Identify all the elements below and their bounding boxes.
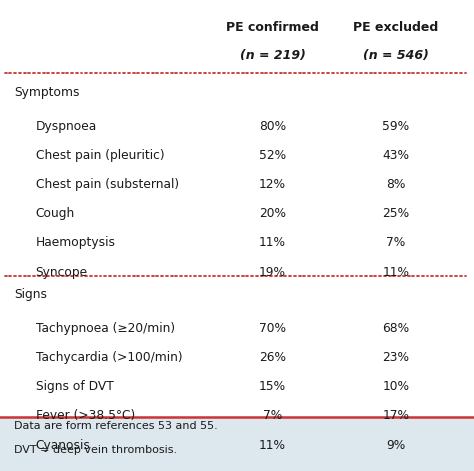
Text: 25%: 25% [382,207,410,220]
Text: 12%: 12% [259,178,286,191]
Text: Chest pain (pleuritic): Chest pain (pleuritic) [36,149,164,162]
Text: 80%: 80% [259,120,286,133]
Text: 68%: 68% [382,322,410,335]
Text: Chest pain (substernal): Chest pain (substernal) [36,178,179,191]
Text: 59%: 59% [382,120,410,133]
Text: Signs: Signs [14,288,47,301]
Text: 15%: 15% [259,380,286,393]
Text: PE excluded: PE excluded [353,21,438,34]
Text: 26%: 26% [259,351,286,364]
Text: 52%: 52% [259,149,286,162]
Bar [0,417,474,471]
Text: Cough: Cough [36,207,75,220]
Text: Fever (>38.5°C): Fever (>38.5°C) [36,409,135,422]
Text: 11%: 11% [259,236,286,250]
Bar [0,0,474,417]
Text: 70%: 70% [259,322,286,335]
Text: Tachypnoea (≥20/min): Tachypnoea (≥20/min) [36,322,175,335]
Text: Dyspnoea: Dyspnoea [36,120,97,133]
Text: 7%: 7% [263,409,282,422]
Text: (n = 546): (n = 546) [363,49,428,63]
Text: 20%: 20% [259,207,286,220]
Text: Cyanosis: Cyanosis [36,439,91,452]
Text: 8%: 8% [386,178,405,191]
Text: PE confirmed: PE confirmed [226,21,319,34]
Text: Data are form references 53 and 55.: Data are form references 53 and 55. [14,421,218,430]
Text: 11%: 11% [259,439,286,452]
Text: 10%: 10% [383,380,409,393]
Text: (n = 219): (n = 219) [240,49,305,63]
Text: Syncope: Syncope [36,266,88,279]
Text: DVT = deep vein thrombosis.: DVT = deep vein thrombosis. [14,445,177,455]
Text: 19%: 19% [259,266,286,279]
Text: Signs of DVT: Signs of DVT [36,380,113,393]
Text: Haemoptysis: Haemoptysis [36,236,116,250]
Text: 23%: 23% [383,351,409,364]
Text: Tachycardia (>100/min): Tachycardia (>100/min) [36,351,182,364]
Text: 7%: 7% [386,236,405,250]
Text: 43%: 43% [383,149,409,162]
Text: Symptoms: Symptoms [14,86,80,99]
Text: 17%: 17% [383,409,409,422]
Text: 9%: 9% [386,439,405,452]
Text: 11%: 11% [383,266,409,279]
